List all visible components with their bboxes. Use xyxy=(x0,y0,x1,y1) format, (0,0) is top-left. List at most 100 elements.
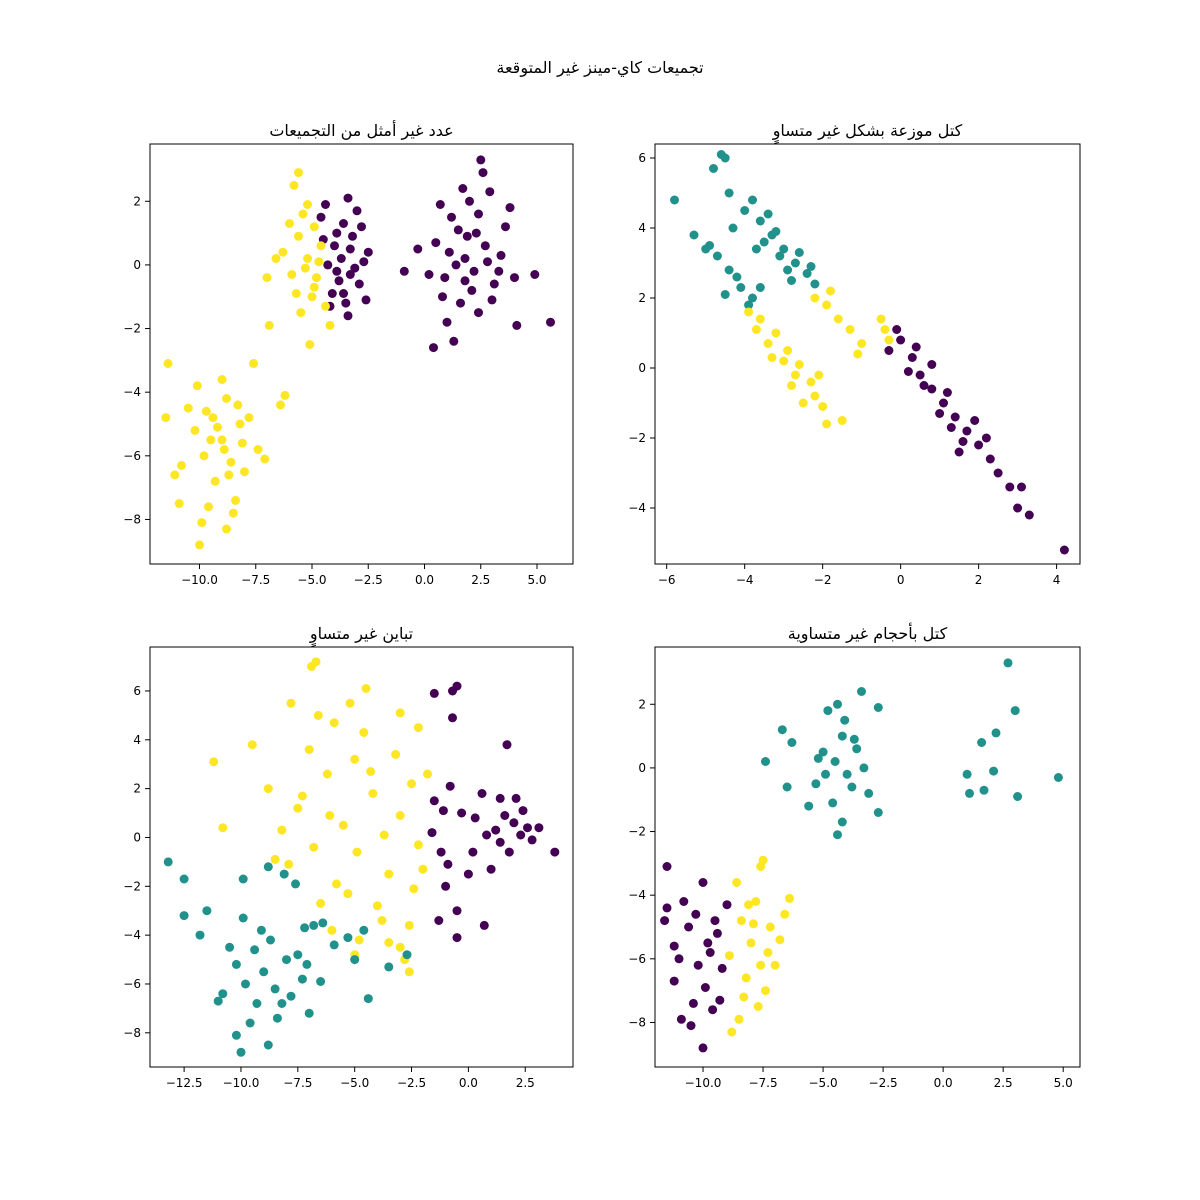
data-point xyxy=(736,916,746,926)
data-point xyxy=(777,725,787,735)
data-point xyxy=(210,476,220,486)
data-point xyxy=(260,454,270,464)
data-point xyxy=(222,394,231,403)
data-point xyxy=(226,457,236,467)
data-point xyxy=(343,193,353,203)
data-point xyxy=(318,918,328,928)
data-point xyxy=(833,830,842,840)
data-point xyxy=(1013,503,1023,513)
data-point xyxy=(698,878,708,887)
data-point xyxy=(399,266,409,276)
data-point xyxy=(294,168,303,178)
data-point xyxy=(759,237,769,247)
data-point xyxy=(486,864,496,874)
data-point xyxy=(974,440,984,450)
data-point xyxy=(236,1047,246,1057)
data-point xyxy=(202,906,212,916)
data-point xyxy=(712,928,722,938)
data-point xyxy=(785,893,794,903)
data-point xyxy=(309,920,319,930)
data-point xyxy=(231,1030,241,1040)
data-point xyxy=(756,960,766,970)
data-point xyxy=(491,825,501,835)
y-tick-label: 0 xyxy=(133,830,141,844)
subplot-top-right: −6 −4 −2 0 2 4 −4 −2 0 2 4 6 كتل موزعة بشكل غير متسا… xyxy=(628,121,1081,587)
data-point xyxy=(361,295,371,305)
x-tick-label: −6 xyxy=(658,573,676,587)
data-point xyxy=(911,342,921,352)
data-point xyxy=(325,320,335,330)
data-point xyxy=(480,241,490,251)
data-point xyxy=(363,994,373,1004)
data-point xyxy=(822,300,832,310)
data-point xyxy=(300,263,310,273)
data-point xyxy=(662,862,672,871)
data-point xyxy=(209,757,219,767)
data-point xyxy=(316,241,326,251)
y-tick-label: −2 xyxy=(628,431,646,445)
data-point xyxy=(217,435,227,445)
y-tick-label: −2 xyxy=(123,879,141,893)
data-point xyxy=(873,703,883,712)
data-point xyxy=(163,359,173,368)
data-point xyxy=(950,412,960,422)
subplot-title: كتل موزعة بشكل غير متساوٍ xyxy=(772,121,963,144)
data-point xyxy=(826,286,835,296)
data-point xyxy=(327,925,337,935)
data-point xyxy=(676,1014,686,1024)
data-point xyxy=(179,911,189,921)
data-point xyxy=(989,766,999,776)
data-point xyxy=(262,273,272,283)
data-point xyxy=(336,254,346,263)
data-point xyxy=(783,265,793,275)
data-point xyxy=(311,657,321,667)
axes-frame xyxy=(654,646,1081,1068)
data-point xyxy=(341,298,351,308)
data-point xyxy=(669,976,679,986)
data-point xyxy=(287,270,297,279)
data-point xyxy=(413,723,423,733)
data-point xyxy=(218,989,228,999)
data-point xyxy=(779,356,789,366)
x-tick-label: −2.5 xyxy=(397,1076,426,1090)
data-point xyxy=(277,999,287,1008)
data-point xyxy=(811,779,821,789)
data-point xyxy=(740,206,750,215)
data-point xyxy=(277,825,287,835)
data-point xyxy=(343,311,353,321)
data-point xyxy=(192,381,202,391)
data-point xyxy=(297,974,307,984)
data-point xyxy=(325,811,335,820)
data-point xyxy=(368,789,378,798)
data-point xyxy=(502,740,512,750)
x-tick-label: −10.0 xyxy=(181,573,218,587)
data-point xyxy=(271,254,281,263)
data-point xyxy=(377,916,387,925)
data-point xyxy=(837,416,847,425)
data-point xyxy=(896,335,906,345)
x-tick-label: 5.0 xyxy=(527,573,546,587)
data-point xyxy=(249,359,258,368)
data-point xyxy=(691,909,701,919)
data-point xyxy=(404,967,414,977)
data-point xyxy=(402,950,412,960)
data-point xyxy=(359,257,369,267)
data-point xyxy=(197,518,207,528)
data-point xyxy=(282,955,291,965)
data-point xyxy=(303,200,312,209)
y-tick-label: −4 xyxy=(628,888,646,902)
data-point xyxy=(284,859,294,869)
data-point xyxy=(942,388,952,397)
data-point xyxy=(728,223,738,233)
x-tick-label: 0.0 xyxy=(415,573,434,587)
data-point xyxy=(857,687,866,696)
data-point xyxy=(286,698,296,708)
data-point xyxy=(927,384,937,394)
data-point xyxy=(161,413,171,423)
data-point xyxy=(457,808,467,818)
data-point xyxy=(449,336,459,346)
x-tick-label: 0.0 xyxy=(934,1076,953,1090)
data-point xyxy=(444,247,454,257)
data-point xyxy=(321,200,330,209)
data-point xyxy=(237,438,247,448)
